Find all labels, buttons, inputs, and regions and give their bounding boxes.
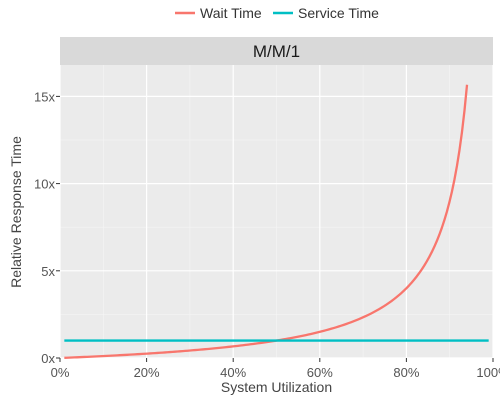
major-gridlines (59, 65, 494, 359)
y-tick-label: 0x (41, 351, 55, 366)
y-axis-title: Relative Response Time (8, 136, 24, 288)
x-tick-label: 80% (393, 365, 419, 380)
y-tick-label: 15x (34, 89, 55, 104)
legend-label-wait-time: Wait Time (200, 5, 262, 21)
facet-strip (60, 37, 493, 65)
y-tick-label: 5x (41, 264, 55, 279)
y-tick-label: 10x (34, 177, 55, 192)
x-tick-label: 0% (51, 365, 70, 380)
legend-label-service-time: Service Time (298, 5, 379, 21)
series-lines (64, 84, 489, 359)
x-axis: 0% 20% 40% 60% 80% 100% (51, 358, 500, 380)
legend: Wait Time Service Time (175, 5, 379, 21)
x-tick-label: 20% (134, 365, 160, 380)
facet-title: M/M/1 (253, 42, 300, 61)
x-tick-label: 40% (220, 365, 246, 380)
minor-gridlines (60, 65, 493, 358)
x-axis-title: System Utilization (221, 379, 332, 395)
x-tick-label: 100% (476, 365, 500, 380)
y-axis: 0x 5x 10x 15x (34, 89, 60, 366)
x-tick-label: 60% (307, 365, 333, 380)
wait-time-line (64, 84, 469, 359)
